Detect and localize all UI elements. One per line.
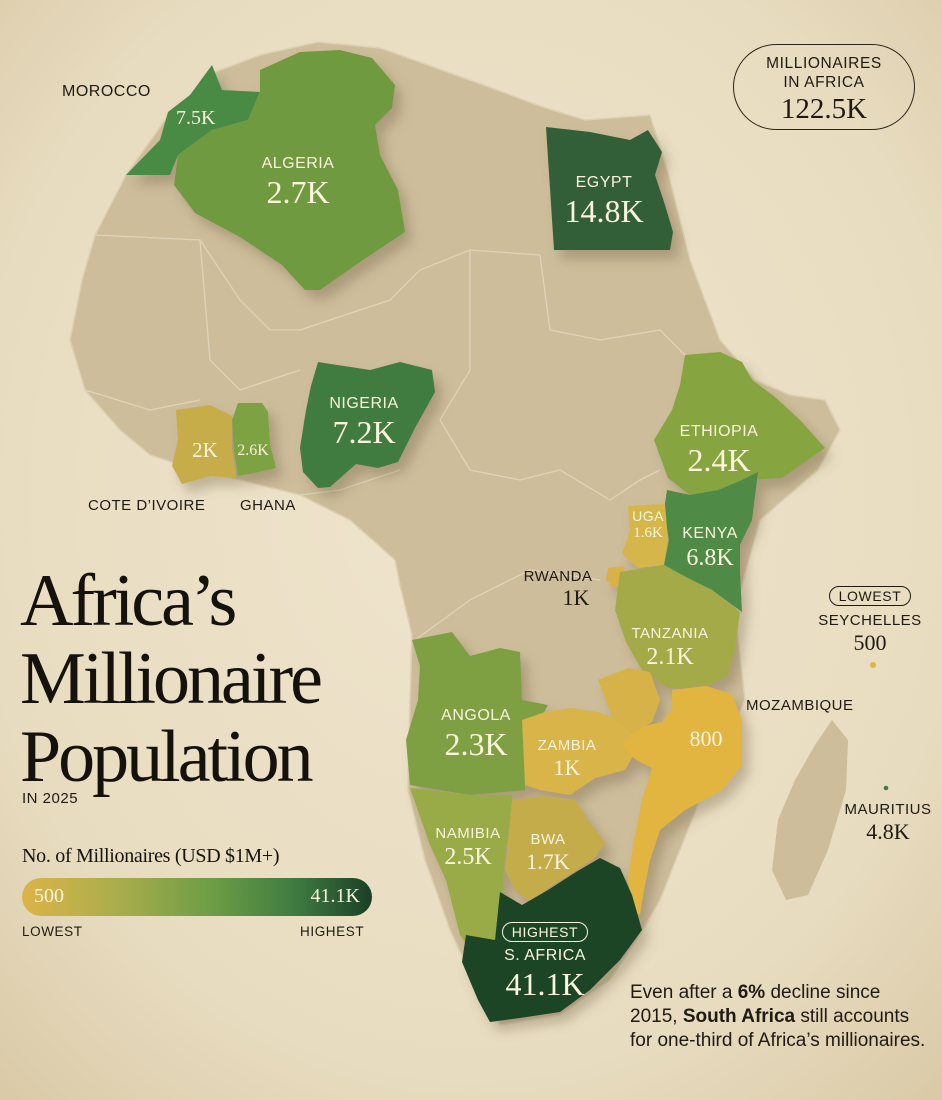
page-title: Africa’s Millionaire Population [20, 562, 420, 796]
total-millionaires-badge: MILLIONAIRES IN AFRICA 122.5K [733, 44, 915, 130]
legend-min-value: 500 [34, 885, 64, 907]
label-mozambique-name: MOZAMBIQUE [746, 697, 854, 714]
madagascar [772, 720, 848, 900]
label-ghana-value: 2.6K [237, 442, 269, 459]
note-part-1: Even after a [630, 982, 738, 1003]
country-uganda[interactable] [622, 504, 668, 568]
country-borders [84, 234, 691, 641]
page-subtitle: IN 2025 [22, 790, 79, 807]
legend-gradient-bar [22, 878, 372, 916]
label-cote-divoire-value: 2K [192, 438, 218, 462]
label-south-africa: HIGHEST S. AFRICA 41.1K [490, 922, 600, 1000]
title-line-2: Millionaire [20, 638, 323, 720]
label-botswana: BWA 1.7K [526, 831, 570, 874]
label-morocco-value: 7.5K [176, 107, 216, 129]
label-seychelles: LOWEST SEYCHELLES 500 [818, 586, 922, 655]
country-south-africa[interactable] [462, 858, 642, 1022]
footnote: Even after a 6% decline since 2015, Sout… [630, 981, 930, 1053]
country-algeria[interactable] [174, 50, 405, 290]
country-botswana[interactable] [505, 796, 605, 902]
country-angola[interactable] [406, 632, 548, 795]
label-algeria: ALGERIA 2.7K [261, 155, 335, 210]
label-namibia: NAMIBIA 2.5K [435, 825, 501, 870]
label-zambia: ZAMBIA 1K [537, 737, 597, 780]
seychelles-dot[interactable] [870, 662, 876, 668]
country-mozambique[interactable] [622, 686, 742, 915]
label-morocco-name: MOROCCO [62, 83, 151, 100]
label-tanzania: TANZANIA 2.1K [631, 625, 709, 670]
note-part-3: still accounts for one-third of Africa’s… [630, 1006, 926, 1051]
highest-badge: HIGHEST [501, 922, 589, 942]
label-egypt: EGYPT 14.8K [564, 174, 644, 229]
label-mauritius: MAURITIUS 4.8K [844, 801, 932, 844]
label-ghana-name: GHANA [240, 497, 296, 514]
total-value: 122.5K [780, 93, 868, 125]
label-ethiopia: ETHIOPIA 2.4K [679, 423, 759, 478]
country-nigeria[interactable] [300, 362, 435, 488]
legend-max-value: 41.1K [310, 885, 360, 907]
country-malawi-region [598, 668, 660, 734]
legend-title: No. of Millionaires (USD $1M+) [22, 845, 280, 867]
mauritius-dot[interactable] [883, 785, 889, 791]
label-kenya: KENYA 6.8K [682, 525, 738, 571]
label-cote-divoire-name: COTE D’IVOIRE [88, 497, 206, 514]
note-highlight-2: South Africa [682, 1006, 796, 1027]
country-namibia[interactable] [410, 788, 512, 960]
title-line-3: Population [20, 716, 314, 798]
country-egypt[interactable] [546, 127, 673, 250]
country-kenya[interactable] [664, 472, 758, 612]
label-uganda: UGA 1.6K [632, 508, 664, 541]
legend-high-label: HIGHEST [300, 924, 365, 939]
label-mozambique-value: 800 [689, 726, 723, 751]
country-ethiopia[interactable] [654, 352, 825, 495]
country-morocco[interactable] [126, 65, 260, 175]
country-zambia[interactable] [522, 708, 642, 795]
label-angola: ANGOLA 2.3K [441, 707, 511, 762]
note-part-2: decline since 2015, [630, 982, 881, 1027]
note-highlight-1: 6% [737, 982, 766, 1003]
title-line-1: Africa’s [20, 560, 237, 642]
country-ghana[interactable] [232, 403, 276, 476]
country-tanzania[interactable] [615, 565, 740, 688]
label-rwanda: RWANDA 1K [523, 568, 593, 610]
lowest-badge: LOWEST [828, 586, 912, 606]
legend-low-label: LOWEST [22, 924, 83, 939]
country-cote-divoire[interactable] [172, 405, 236, 484]
label-nigeria: NIGERIA 7.2K [329, 395, 399, 450]
total-label: MILLIONAIRES IN AFRICA [766, 55, 882, 91]
